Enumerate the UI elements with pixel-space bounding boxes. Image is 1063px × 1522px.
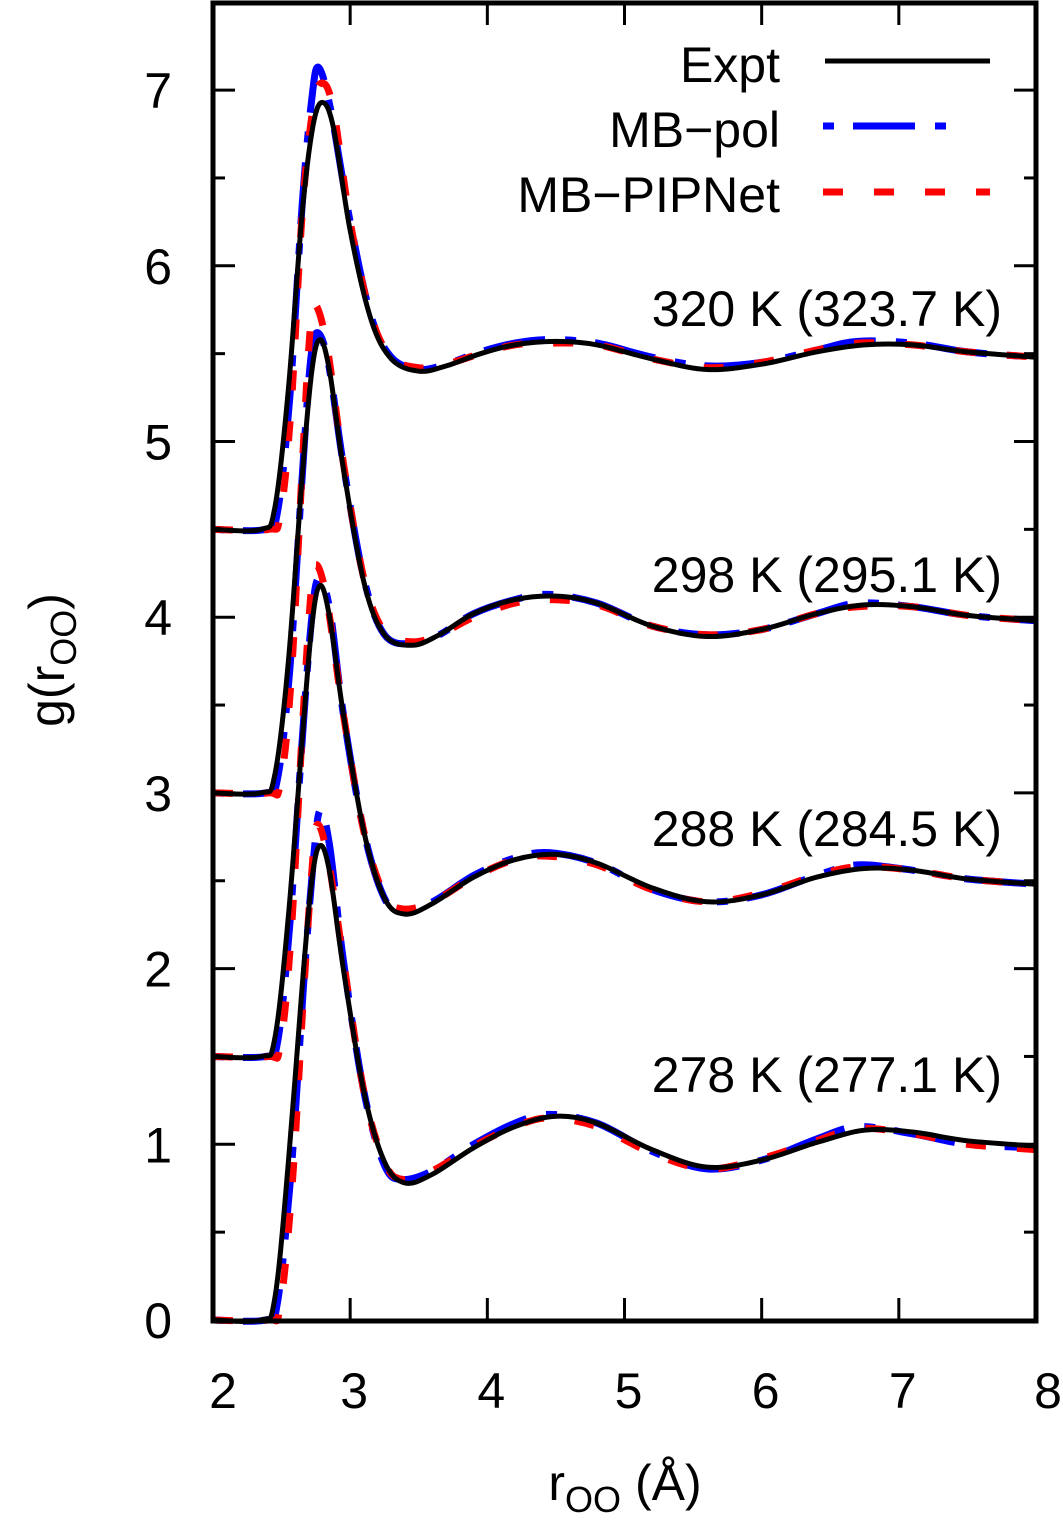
y-axis-label: g(rOO) (19, 593, 84, 727)
y-tick-label: 7 (144, 63, 172, 119)
curve-mbpipnet-278K (212, 820, 1037, 1325)
y-axis-label-main: g(r (19, 666, 75, 727)
y-tick-label: 3 (144, 766, 172, 822)
curve-expt-298K (212, 337, 1037, 797)
x-axis-label-main: r (548, 1455, 565, 1511)
y-tick-label: 5 (144, 415, 172, 471)
x-tick-label: 2 (209, 1363, 237, 1419)
x-axis-label: rOO (Å) (548, 1455, 701, 1520)
y-tick-label: 1 (144, 1117, 172, 1173)
annotation-278K: 278 K (277.1 K) (652, 1047, 1002, 1103)
annotation-320K: 320 K (323.7 K) (652, 281, 1002, 337)
legend-label-mbpol: MB−pol (609, 102, 780, 158)
y-tick-label: 6 (144, 239, 172, 295)
x-tick-label: 6 (752, 1363, 780, 1419)
y-tick-labels: 0 1 2 3 4 5 6 7 (144, 63, 172, 1349)
y-tick-label: 0 (144, 1293, 172, 1349)
legend-label-expt: Expt (680, 37, 780, 93)
x-tick-label: 3 (340, 1363, 368, 1419)
annotation-298K: 298 K (295.1 K) (652, 547, 1002, 603)
y-axis-label-close: ) (19, 593, 75, 610)
legend: Expt MB−pol MB−PIPNet (517, 37, 990, 223)
x-tick-label: 7 (889, 1363, 917, 1419)
y-tick-label: 2 (144, 942, 172, 998)
legend-label-mbpipnet: MB−PIPNet (517, 167, 780, 223)
x-tick-label: 4 (477, 1363, 505, 1419)
temperature-annotations: 278 K (277.1 K) 288 K (284.5 K) 298 K (2… (652, 281, 1002, 1103)
curve-expt-278K (212, 842, 1037, 1325)
annotation-288K: 288 K (284.5 K) (652, 801, 1002, 857)
x-axis-label-sub: OO (565, 1479, 621, 1520)
plot-frame (210, 0, 1039, 1324)
y-axis-label-sub: OO (43, 610, 84, 666)
x-tick-labels: 2 3 4 5 6 7 8 (209, 1363, 1062, 1419)
curve-expt-288K (212, 583, 1037, 1061)
svg-text:g(rOO): g(rOO) (19, 593, 84, 727)
x-tick-label: 8 (1034, 1363, 1062, 1419)
x-tick-label: 5 (615, 1363, 643, 1419)
svg-text:rOO (Å): rOO (Å) (548, 1455, 701, 1520)
x-axis-label-unit: (Å) (621, 1455, 702, 1511)
plot-curves (212, 63, 1037, 1325)
y-tick-label: 4 (144, 590, 172, 646)
curve-expt-320K (212, 99, 1037, 534)
